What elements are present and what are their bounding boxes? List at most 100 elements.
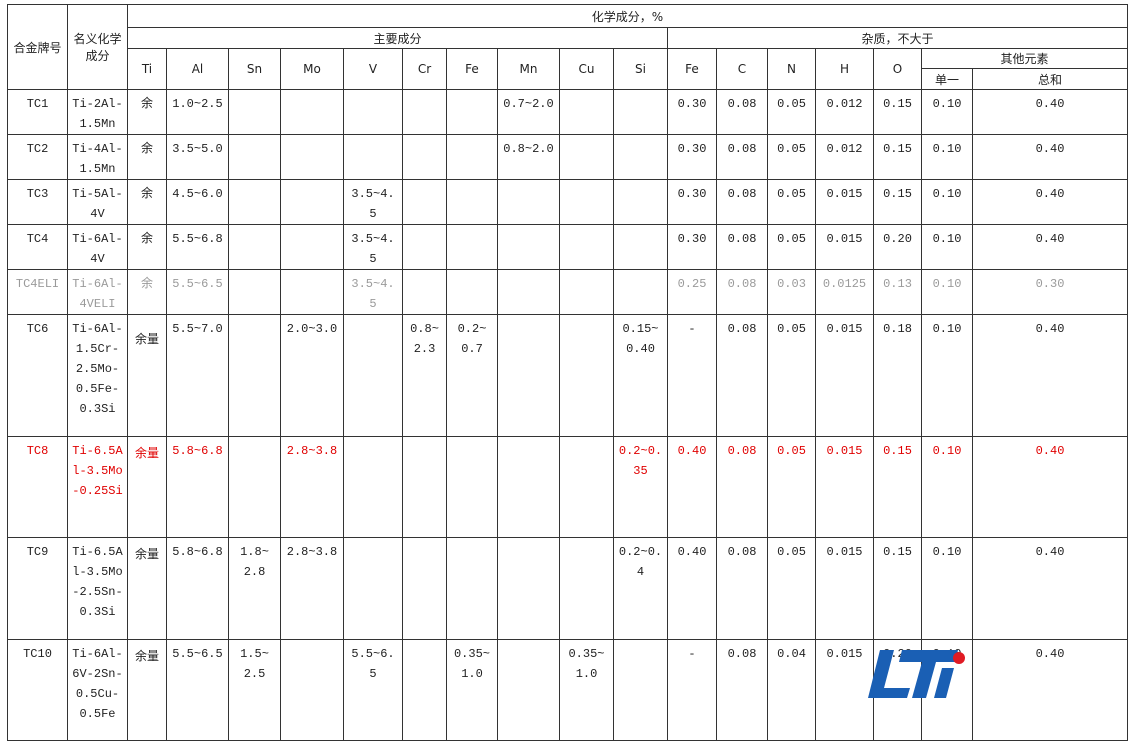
- composition-value-cell: 3.5~5.0: [166, 134, 229, 180]
- alloy-grade-cell: TC4ELI: [7, 269, 68, 315]
- composition-value-cell: 0.2~0.35: [613, 436, 668, 538]
- composition-value-cell: [497, 639, 560, 741]
- header-chem: 化学成分，%: [127, 4, 1128, 28]
- composition-value-cell: [497, 179, 560, 225]
- composition-value-cell: 0.10: [921, 179, 973, 225]
- header-other: 其他元素: [921, 48, 1128, 69]
- header-total: 总和: [972, 68, 1128, 90]
- composition-value-cell: [559, 314, 614, 437]
- composition-value-cell: 余: [127, 134, 167, 180]
- header-main-element: Ti: [127, 48, 167, 90]
- composition-value-cell: 0.015: [815, 314, 874, 437]
- composition-value-cell: 3.5~4.5: [343, 179, 403, 225]
- composition-value-cell: [402, 269, 447, 315]
- composition-value-cell: 0.08: [716, 134, 768, 180]
- composition-value-cell: 0.15: [873, 134, 922, 180]
- composition-value-cell: 0.015: [815, 436, 874, 538]
- composition-value-cell: [497, 314, 560, 437]
- composition-value-cell: [280, 269, 344, 315]
- header-main-element: Si: [613, 48, 668, 90]
- composition-value-cell: 0.40: [972, 224, 1128, 270]
- table-row: TC2 Ti-4Al-1.5Mn 余 3.5~5.0 0.8~2.0 0.30 0.08 0.…: [7, 134, 1128, 180]
- composition-value-cell: 0.40: [972, 134, 1128, 180]
- composition-value-cell: 0.012: [815, 89, 874, 135]
- composition-value-cell: 0.05: [767, 89, 816, 135]
- composition-value-cell: [402, 179, 447, 225]
- composition-value-cell: [559, 134, 614, 180]
- header-impurity-element: N: [767, 48, 816, 90]
- composition-value-cell: [613, 89, 668, 135]
- header-main-element: Cr: [402, 48, 447, 90]
- composition-value-cell: 5.8~6.8: [166, 436, 229, 538]
- composition-value-cell: 2.0~3.0: [280, 314, 344, 437]
- composition-value-cell: 0.08: [716, 314, 768, 437]
- composition-value-cell: 余量: [127, 314, 167, 437]
- composition-value-cell: 0.40: [667, 436, 717, 538]
- composition-value-cell: [613, 179, 668, 225]
- alloy-grade-cell: TC3: [7, 179, 68, 225]
- composition-value-cell: 0.0125: [815, 269, 874, 315]
- composition-value-cell: 0.03: [767, 269, 816, 315]
- table-row: TC4 Ti-6Al-4V 余 5.5~6.8 3.5~4.5 0.30 0.08 0.05 0…: [7, 224, 1128, 270]
- composition-value-cell: 0.10: [921, 537, 973, 640]
- composition-value-cell: 0.25: [667, 269, 717, 315]
- composition-value-cell: [402, 89, 447, 135]
- composition-value-cell: 0.08: [716, 537, 768, 640]
- composition-value-cell: [559, 89, 614, 135]
- header-main-element: Sn: [228, 48, 281, 90]
- nominal-composition-cell: Ti-6Al-6V-2Sn-0.5Cu-0.5Fe: [67, 639, 128, 741]
- composition-value-cell: [343, 89, 403, 135]
- nominal-composition-cell: Ti-6.5Al-3.5Mo-0.25Si: [67, 436, 128, 538]
- composition-value-cell: 3.5~4.5: [343, 269, 403, 315]
- composition-value-cell: 2.8~3.8: [280, 436, 344, 538]
- composition-value-cell: [446, 89, 498, 135]
- composition-value-cell: 0.35~1.0: [559, 639, 614, 741]
- alloy-composition-table: 合金牌号 名义化学成分 化学成分，% 主要成分 杂质，不大于 Ti Al Sn Mo V…: [7, 4, 1128, 741]
- table-row: TC10 Ti-6Al-6V-2Sn-0.5Cu-0.5Fe 余量 5.5~6.5 1.…: [7, 639, 1128, 741]
- composition-value-cell: [402, 134, 447, 180]
- alloy-grade-cell: TC1: [7, 89, 68, 135]
- composition-value-cell: 5.5~6.8: [166, 224, 229, 270]
- composition-value-cell: [446, 436, 498, 538]
- composition-value-cell: 0.40: [667, 537, 717, 640]
- header-nominal: 名义化学成分: [67, 4, 128, 90]
- composition-value-cell: 0.40: [972, 89, 1128, 135]
- composition-value-cell: 0.30: [667, 179, 717, 225]
- composition-value-cell: -: [667, 314, 717, 437]
- composition-value-cell: 0.20: [873, 224, 922, 270]
- composition-value-cell: 0.10: [921, 269, 973, 315]
- nominal-composition-cell: Ti-4Al-1.5Mn: [67, 134, 128, 180]
- composition-value-cell: 0.40: [972, 179, 1128, 225]
- composition-value-cell: 0.04: [767, 639, 816, 741]
- composition-value-cell: [343, 537, 403, 640]
- composition-value-cell: [280, 89, 344, 135]
- composition-value-cell: [446, 134, 498, 180]
- table-row: TC6 Ti-6Al-1.5Cr-2.5Mo-0.5Fe-0.3Si 余量 5.5~7…: [7, 314, 1128, 437]
- composition-value-cell: [343, 134, 403, 180]
- composition-value-cell: 0.40: [972, 314, 1128, 437]
- composition-value-cell: 0.10: [921, 89, 973, 135]
- header-impurity: 杂质，不大于: [667, 27, 1128, 49]
- composition-value-cell: 0.7~2.0: [497, 89, 560, 135]
- composition-value-cell: [559, 224, 614, 270]
- composition-value-cell: 0.08: [716, 639, 768, 741]
- composition-value-cell: 0.18: [873, 314, 922, 437]
- composition-value-cell: 2.8~3.8: [280, 537, 344, 640]
- composition-value-cell: 1.0~2.5: [166, 89, 229, 135]
- composition-value-cell: 0.05: [767, 436, 816, 538]
- nominal-composition-cell: Ti-5Al-4V: [67, 179, 128, 225]
- alloy-grade-cell: TC2: [7, 134, 68, 180]
- composition-value-cell: 0.10: [921, 134, 973, 180]
- composition-value-cell: [446, 179, 498, 225]
- alloy-grade-cell: TC8: [7, 436, 68, 538]
- table-row: TC3 Ti-5Al-4V 余 4.5~6.0 3.5~4.5 0.30 0.08 0.05 0…: [7, 179, 1128, 225]
- composition-value-cell: 余量: [127, 436, 167, 538]
- composition-value-cell: 0.40: [972, 436, 1128, 538]
- composition-value-cell: 0.015: [815, 537, 874, 640]
- composition-value-cell: 0.05: [767, 314, 816, 437]
- alloy-grade-cell: TC10: [7, 639, 68, 741]
- composition-value-cell: 5.5~6.5: [166, 269, 229, 315]
- composition-value-cell: [559, 436, 614, 538]
- header-impurity-element: C: [716, 48, 768, 90]
- nominal-composition-cell: Ti-6.5Al-3.5Mo-2.5Sn-0.3Si: [67, 537, 128, 640]
